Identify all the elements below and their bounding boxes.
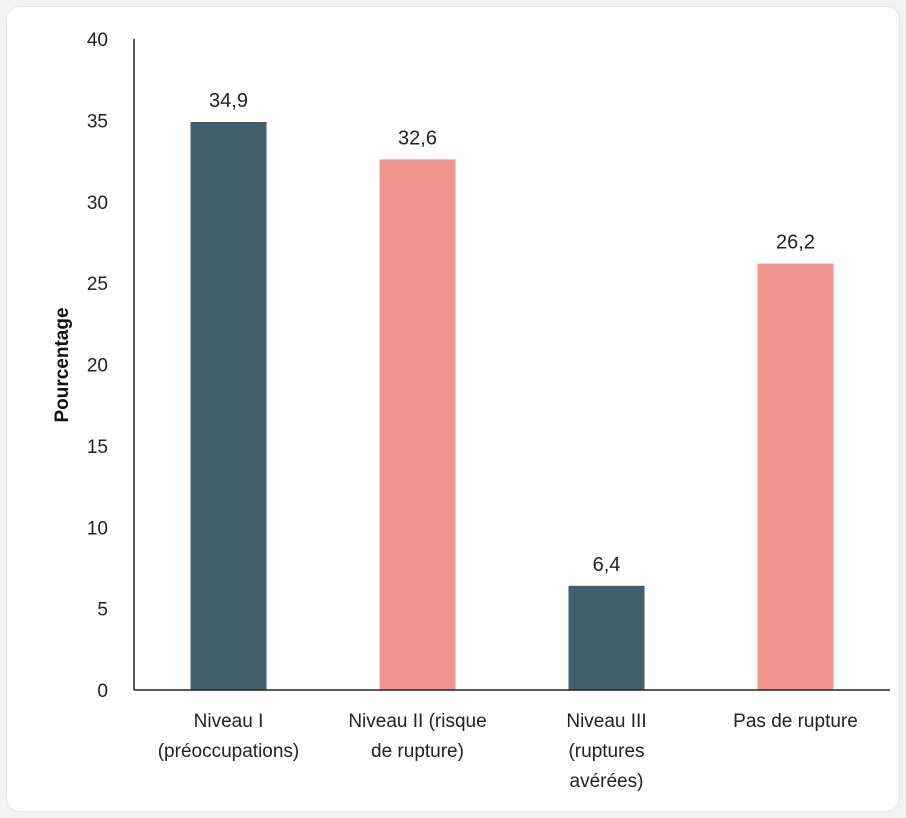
x-category-label: avérées) xyxy=(570,771,644,792)
bar xyxy=(379,159,456,690)
x-axis-categories: Niveau I (préoccupations) Niveau II (risqu… xyxy=(158,711,858,792)
x-category-label: de rupture) xyxy=(371,741,464,762)
y-tick-label: 10 xyxy=(87,518,108,539)
bar xyxy=(757,263,834,690)
bar xyxy=(190,122,267,690)
data-labels: 34,9 32,6 6,4 26,2 xyxy=(209,90,815,576)
y-tick-label: 15 xyxy=(87,437,108,458)
y-tick-label: 30 xyxy=(87,193,108,214)
bars xyxy=(190,122,834,690)
x-category-label: Pas de rupture xyxy=(733,711,858,732)
data-label: 34,9 xyxy=(209,90,248,112)
bar xyxy=(568,585,645,690)
y-tick-label: 5 xyxy=(97,600,108,621)
y-tick-label: 20 xyxy=(87,356,108,377)
x-category-label: (préoccupations) xyxy=(158,741,300,762)
y-axis-label: Pourcentage xyxy=(52,307,73,422)
x-category-label: Niveau III xyxy=(566,711,646,732)
y-axis-ticks: 0 5 10 15 20 25 30 35 40 xyxy=(87,30,108,702)
y-tick-label: 0 xyxy=(97,681,108,702)
y-tick-label: 35 xyxy=(87,111,108,132)
data-label: 32,6 xyxy=(398,127,437,149)
data-label: 6,4 xyxy=(593,554,621,576)
x-category-label: (ruptures xyxy=(568,741,644,762)
x-category-label: Niveau I xyxy=(194,711,264,732)
y-tick-label: 40 xyxy=(87,30,108,51)
data-label: 26,2 xyxy=(776,232,815,254)
y-tick-label: 25 xyxy=(87,274,108,295)
x-category-label: Niveau II (risque xyxy=(348,711,486,732)
